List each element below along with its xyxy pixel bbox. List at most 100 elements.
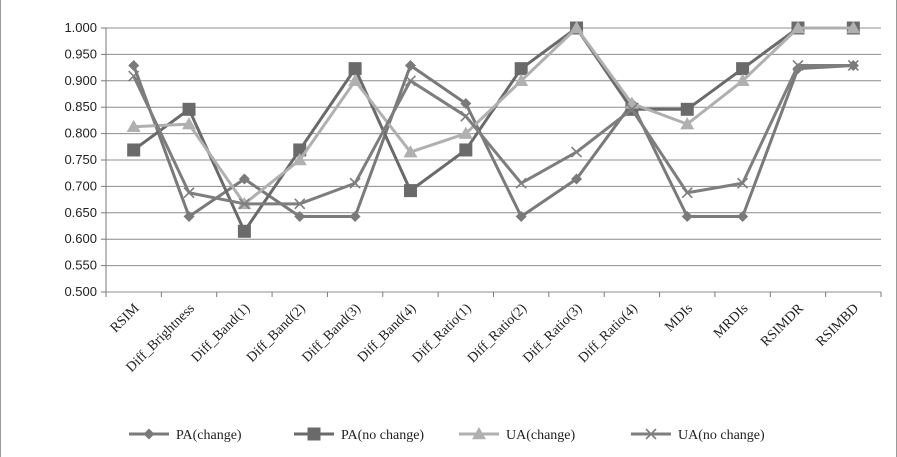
marker-stroke bbox=[626, 103, 638, 115]
data-point bbox=[403, 184, 417, 198]
marker-stroke bbox=[570, 146, 583, 158]
series-line bbox=[133, 26, 854, 206]
marker-stroke bbox=[294, 198, 306, 210]
data-point bbox=[294, 210, 306, 222]
legend-item: PA(no change) bbox=[294, 427, 424, 443]
data-point bbox=[237, 224, 251, 238]
data-point bbox=[736, 62, 750, 76]
data-point bbox=[790, 21, 805, 34]
x-tick-label: Diff_Band(1) bbox=[189, 301, 254, 366]
marker-stroke bbox=[404, 75, 417, 87]
data-point bbox=[846, 21, 861, 34]
data-point bbox=[459, 143, 473, 157]
data-point bbox=[349, 177, 361, 189]
y-tick-label: 0.900 bbox=[64, 73, 97, 88]
legend-item: PA(change) bbox=[129, 428, 242, 443]
data-point bbox=[737, 177, 749, 189]
data-point bbox=[460, 98, 472, 110]
data-point bbox=[128, 59, 140, 71]
x-tick-label: Diff_Band(3) bbox=[300, 301, 365, 366]
data-point bbox=[349, 210, 361, 222]
legend-label: PA(change) bbox=[176, 428, 242, 443]
y-tick-label: 0.550 bbox=[64, 258, 97, 273]
y-tick-label: 1.000 bbox=[64, 20, 97, 35]
data-point bbox=[460, 110, 472, 122]
data-point bbox=[514, 73, 529, 87]
marker-stroke bbox=[515, 177, 527, 189]
data-point bbox=[792, 59, 804, 72]
legend-label: PA(no change) bbox=[341, 428, 424, 443]
data-point bbox=[348, 73, 363, 87]
series-3 bbox=[128, 59, 859, 210]
data-point bbox=[403, 145, 418, 158]
y-tick-label: 0.600 bbox=[64, 231, 97, 246]
data-point bbox=[680, 117, 695, 130]
data-point bbox=[126, 119, 141, 132]
y-tick-label: 0.700 bbox=[64, 178, 97, 193]
data-point bbox=[680, 102, 694, 116]
series-line bbox=[132, 26, 854, 233]
data-point bbox=[515, 177, 527, 189]
legend-label: UA(no change) bbox=[678, 428, 765, 443]
x-tick-label: Diff_Band(2) bbox=[244, 301, 309, 366]
data-point bbox=[737, 210, 749, 222]
data-point bbox=[847, 59, 859, 72]
data-point bbox=[735, 73, 750, 87]
series-line bbox=[132, 63, 854, 218]
data-point bbox=[514, 62, 528, 76]
x-tick-label: MRDIs bbox=[711, 301, 751, 341]
data-point bbox=[348, 62, 362, 76]
legend-marker bbox=[645, 428, 657, 440]
series-2 bbox=[126, 21, 861, 210]
marker-stroke bbox=[238, 198, 250, 210]
marker-stroke bbox=[645, 428, 657, 440]
data-point bbox=[238, 198, 250, 210]
data-point bbox=[404, 75, 417, 87]
x-tick-label: MDIs bbox=[662, 301, 696, 335]
data-point bbox=[183, 187, 195, 199]
series-lines bbox=[126, 21, 861, 238]
data-point bbox=[238, 173, 250, 185]
data-point bbox=[128, 70, 140, 82]
legend-marker bbox=[472, 427, 486, 440]
data-point bbox=[404, 59, 416, 71]
series-line bbox=[132, 63, 854, 206]
data-point bbox=[458, 126, 473, 139]
y-axis: 0.500 0.550 0.600 0.650 0.700 0.750 0.800 0.850… bbox=[64, 20, 107, 299]
x-tick-label: RSIMBD bbox=[814, 301, 863, 350]
data-point bbox=[127, 143, 141, 157]
legend-item: UA(no change) bbox=[631, 428, 765, 443]
data-point bbox=[681, 210, 693, 222]
legend-item: UA(change) bbox=[459, 427, 576, 443]
marker-stroke bbox=[792, 59, 804, 72]
data-point bbox=[515, 210, 527, 222]
data-point bbox=[569, 21, 584, 34]
marker-stroke bbox=[183, 187, 195, 199]
legend-label: UA(change) bbox=[506, 428, 576, 443]
y-tick-label: 0.850 bbox=[64, 99, 97, 114]
legend: PA(change) PA(no change) UA(change) UA(no c… bbox=[129, 427, 765, 443]
marker-stroke bbox=[460, 110, 472, 122]
x-axis: RSIMDiff_BrightnessDiff_Band(1)Diff_Band… bbox=[105, 292, 882, 375]
marker-stroke bbox=[128, 70, 140, 82]
x-tick-label: RSIM bbox=[108, 301, 143, 336]
marker-stroke bbox=[681, 187, 693, 199]
y-tick-label: 0.800 bbox=[64, 126, 97, 141]
data-point bbox=[570, 146, 583, 158]
data-point bbox=[626, 103, 638, 115]
y-tick-label: 0.750 bbox=[64, 152, 97, 167]
y-tick-label: 0.650 bbox=[64, 205, 97, 220]
data-point bbox=[182, 102, 196, 116]
y-tick-label: 0.500 bbox=[64, 284, 97, 299]
data-point bbox=[183, 210, 195, 222]
legend-marker bbox=[143, 428, 155, 440]
legend-marker bbox=[307, 427, 321, 441]
marker-stroke bbox=[847, 59, 859, 72]
x-tick-label: RSIMDR bbox=[758, 301, 807, 350]
data-point bbox=[571, 173, 583, 185]
data-point bbox=[294, 198, 306, 210]
y-tick-label: 0.950 bbox=[64, 46, 97, 61]
data-point bbox=[182, 117, 197, 130]
